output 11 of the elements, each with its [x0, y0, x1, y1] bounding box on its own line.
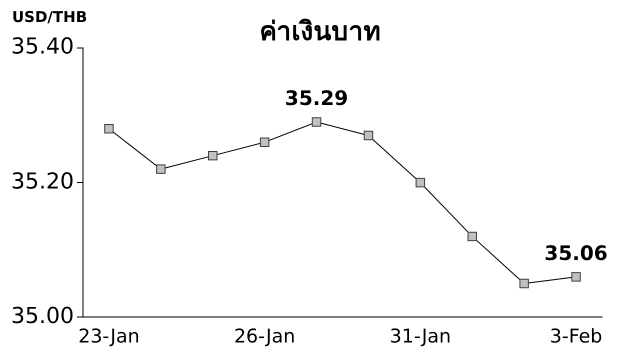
chart-title: ค่าเงินบาท — [260, 17, 380, 47]
data-label: 35.29 — [284, 86, 348, 110]
x-tick-label: 23-Jan — [78, 326, 140, 348]
x-tick-label: 31-Jan — [390, 326, 452, 348]
y-axis-title: USD/THB — [12, 8, 88, 26]
data-label: 35.06 — [544, 241, 608, 266]
x-tick-label: 3-Feb — [550, 326, 602, 348]
y-tick-label: 35.20 — [10, 169, 74, 194]
y-tick-label: 35.00 — [10, 304, 74, 329]
y-tick-label: 35.40 — [10, 34, 74, 60]
x-tick-label: 26-Jan — [234, 326, 296, 348]
